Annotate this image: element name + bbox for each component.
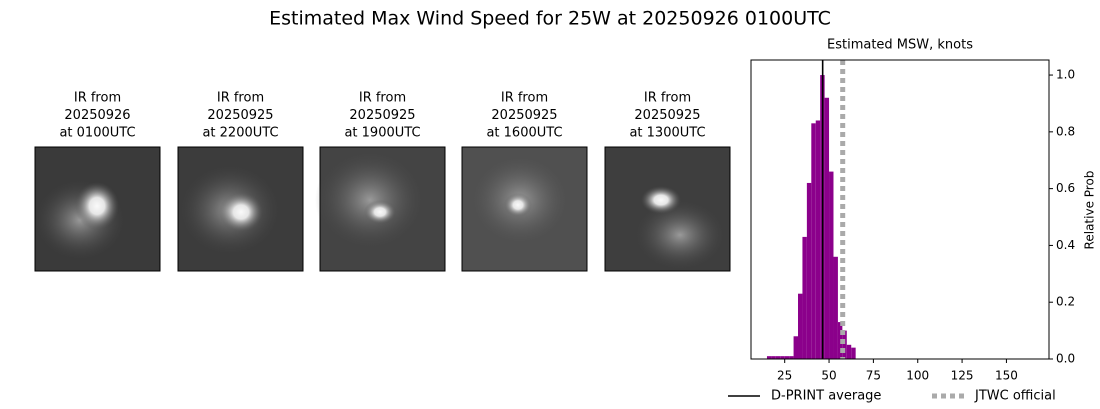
ir-image (604, 146, 731, 272)
ir-image (315, 146, 446, 272)
panel-label: at 2200UTC (202, 126, 278, 141)
bar (846, 344, 852, 359)
bar (815, 120, 821, 360)
bar (824, 97, 830, 359)
x-tick-label: 125 (951, 369, 974, 383)
legend-label: D-PRINT average (771, 389, 881, 404)
bar (784, 356, 790, 359)
ir-image (34, 146, 161, 272)
panel-label: IR from (644, 91, 691, 106)
bar (766, 356, 772, 359)
y-tick-label: 0.4 (1056, 238, 1075, 252)
figure-title: Estimated Max Wind Speed for 25W at 2025… (269, 8, 831, 30)
x-tick-label: 75 (866, 369, 881, 383)
panel-label: IR from (217, 91, 264, 106)
panel-label: IR from (74, 91, 121, 106)
bar (842, 330, 847, 359)
chart-title: Estimated MSW, knots (827, 38, 973, 53)
bar (780, 356, 785, 359)
panel-label: at 0100UTC (59, 126, 135, 141)
bar (775, 356, 781, 359)
bar (789, 356, 794, 359)
bar (851, 347, 856, 359)
y-tick-label: 0.8 (1056, 124, 1075, 138)
bar (837, 322, 843, 359)
panel-label: IR from (359, 91, 406, 106)
panel-label: 20250925 (349, 108, 415, 123)
bar (793, 336, 799, 359)
ir-image (177, 146, 304, 272)
panel-label: at 1300UTC (629, 126, 705, 141)
bar (833, 256, 838, 359)
y-tick-label: 0.2 (1056, 295, 1075, 309)
bar (802, 236, 807, 359)
legend-label: JTWC official (974, 389, 1056, 404)
x-tick-label: 100 (906, 369, 929, 383)
panel-label: 20250925 (207, 108, 273, 123)
bar (771, 356, 776, 359)
y-tick-label: 0.6 (1056, 181, 1075, 195)
panel-label: at 1900UTC (344, 126, 420, 141)
panel-label: 20250926 (64, 108, 130, 123)
bar (829, 171, 834, 359)
panel-label: at 1600UTC (486, 126, 562, 141)
panel-label: 20250925 (634, 108, 700, 123)
ir-image (461, 146, 588, 272)
bar (806, 182, 812, 359)
x-tick-label: 25 (777, 369, 792, 383)
y-axis-label: Relative Prob (1083, 171, 1097, 250)
panel-label: 20250925 (491, 108, 557, 123)
y-tick-label: 1.0 (1056, 68, 1075, 82)
bar (798, 293, 803, 359)
x-tick-label: 150 (995, 369, 1018, 383)
x-tick-label: 50 (821, 369, 836, 383)
bar (811, 123, 816, 359)
plot-frame (750, 59, 1050, 360)
y-tick-label: 0.0 (1056, 352, 1075, 366)
panel-label: IR from (501, 91, 548, 106)
panels (34, 146, 731, 272)
